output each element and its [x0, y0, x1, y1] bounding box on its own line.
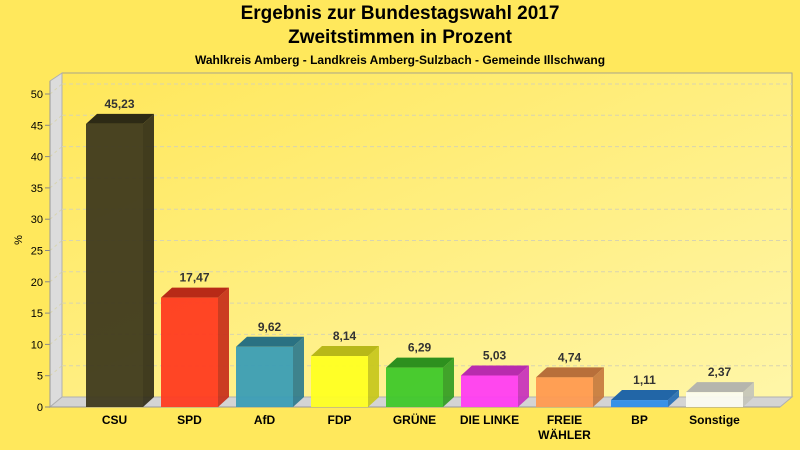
- y-tick-label: 50: [31, 89, 43, 101]
- plot-left-wall: [49, 72, 63, 409]
- category-label: GRÜNE: [393, 412, 436, 427]
- bar-front: [386, 367, 443, 407]
- bar-front: [236, 346, 293, 407]
- value-label: 9,62: [258, 320, 282, 334]
- bar-side: [293, 336, 304, 407]
- y-axis-label: %: [13, 235, 25, 245]
- bar-side: [668, 390, 679, 407]
- y-tick-label: 25: [31, 246, 43, 258]
- grid-line-side: [49, 302, 63, 314]
- bar-side: [218, 287, 229, 407]
- category-label: SPD: [177, 413, 202, 427]
- bar-top: [461, 365, 529, 376]
- bar-front: [461, 375, 518, 407]
- y-tick-label: 5: [37, 371, 43, 383]
- bar-top: [611, 390, 679, 401]
- value-label: 17,47: [179, 271, 209, 285]
- bar-top: [236, 336, 304, 347]
- chart-subtitle-location: Wahlkreis Amberg - Landkreis Amberg-Sulz…: [194, 53, 606, 67]
- grid-line-side: [49, 83, 63, 95]
- y-tick-label: 20: [31, 277, 43, 289]
- category-label: AfD: [254, 413, 276, 427]
- value-label: 8,14: [333, 329, 357, 343]
- value-label: 1,11: [633, 373, 656, 387]
- chart-subtitle: Zweitstimmen in Prozent: [288, 27, 512, 48]
- category-label: BP: [631, 413, 648, 427]
- value-label: 4,74: [558, 350, 582, 364]
- y-tick-label: 35: [31, 183, 43, 195]
- bar-front: [161, 297, 218, 407]
- grid-line-side: [49, 146, 63, 157]
- bar-top: [536, 367, 604, 378]
- y-tick-label: 30: [31, 214, 43, 226]
- category-label: WÄHLER: [538, 427, 591, 442]
- bar-front: [536, 377, 593, 407]
- bar-sonstige: [686, 382, 754, 407]
- grid-line-side: [49, 365, 63, 377]
- bar-top: [161, 287, 229, 298]
- grid-line-side: [49, 240, 63, 251]
- y-tick-label: 15: [31, 308, 43, 320]
- bar-fdp: [311, 346, 379, 407]
- bar-front: [611, 400, 668, 407]
- grid-line-side: [49, 208, 63, 220]
- value-label: 2,37: [708, 365, 732, 379]
- bar-front: [311, 356, 368, 407]
- bar-top: [311, 346, 379, 357]
- bar-side: [518, 365, 529, 407]
- bar-side: [743, 382, 754, 407]
- bar-spd: [161, 287, 229, 407]
- grid-line-side: [49, 271, 63, 283]
- bar-freie-wähler: [536, 367, 604, 407]
- y-tick-label: 10: [31, 339, 43, 351]
- bar-grüne: [386, 357, 454, 407]
- bar-afd: [236, 336, 304, 407]
- category-label: FDP: [328, 413, 352, 427]
- bar-die-linke: [461, 365, 529, 407]
- bar-side: [143, 113, 154, 407]
- bar-side: [368, 346, 379, 407]
- bar-side: [443, 357, 454, 407]
- bar-bp: [611, 390, 679, 407]
- grid-line-side: [49, 334, 63, 345]
- y-tick-label: 0: [37, 402, 43, 414]
- bar-side: [593, 367, 604, 407]
- chart-title: Ergebnis zur Bundestagswahl 2017: [240, 3, 560, 24]
- y-tick-label: 45: [31, 120, 43, 132]
- bar-front: [686, 392, 743, 407]
- bar-csu: [86, 113, 154, 407]
- value-label: 45,23: [104, 97, 134, 111]
- bar-top: [86, 113, 154, 124]
- bar-front: [86, 123, 143, 407]
- bar-top: [386, 357, 454, 368]
- grid-line-side: [49, 114, 63, 126]
- category-label: Sonstige: [689, 413, 740, 427]
- y-tick-label: 40: [31, 152, 43, 164]
- grid-line-side: [49, 177, 63, 189]
- value-label: 5,03: [483, 349, 507, 363]
- category-label: FREIE: [547, 413, 582, 427]
- category-label: DIE LINKE: [460, 413, 519, 427]
- bar-top: [686, 382, 754, 393]
- category-label: CSU: [102, 413, 127, 427]
- value-label: 6,29: [408, 341, 432, 355]
